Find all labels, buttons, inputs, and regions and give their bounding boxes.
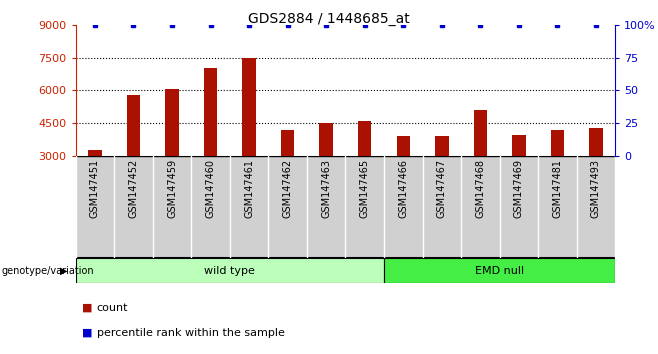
Bar: [242, 57, 256, 156]
Bar: [76, 258, 384, 283]
Text: GSM147468: GSM147468: [475, 159, 486, 218]
Bar: [551, 130, 564, 156]
Bar: [589, 129, 603, 156]
Text: GSM147452: GSM147452: [128, 159, 138, 218]
Text: genotype/variation: genotype/variation: [1, 266, 94, 276]
Bar: [474, 110, 487, 156]
Bar: [435, 136, 449, 156]
Text: wild type: wild type: [205, 266, 255, 276]
Text: EMD null: EMD null: [475, 266, 524, 276]
Text: ■: ■: [82, 303, 93, 313]
Text: percentile rank within the sample: percentile rank within the sample: [97, 328, 285, 338]
Text: GSM147469: GSM147469: [514, 159, 524, 218]
Bar: [384, 258, 615, 283]
Text: GSM147451: GSM147451: [90, 159, 100, 218]
Text: GSM147465: GSM147465: [360, 159, 370, 218]
Text: GDS2884 / 1448685_at: GDS2884 / 1448685_at: [248, 12, 410, 27]
Text: GSM147493: GSM147493: [591, 159, 601, 218]
Text: count: count: [97, 303, 128, 313]
Bar: [165, 89, 179, 156]
Text: GSM147459: GSM147459: [167, 159, 177, 218]
Text: ▶: ▶: [61, 266, 68, 276]
Bar: [319, 123, 333, 156]
Bar: [88, 150, 102, 156]
Bar: [358, 121, 372, 156]
Text: ■: ■: [82, 328, 93, 338]
Bar: [204, 68, 217, 156]
Text: GSM147460: GSM147460: [205, 159, 216, 218]
Bar: [127, 95, 140, 156]
Bar: [281, 130, 294, 156]
Bar: [397, 136, 410, 156]
Text: GSM147463: GSM147463: [321, 159, 331, 218]
Text: GSM147461: GSM147461: [244, 159, 254, 218]
Text: GSM147462: GSM147462: [283, 159, 293, 218]
Text: GSM147466: GSM147466: [398, 159, 408, 218]
Text: GSM147481: GSM147481: [553, 159, 563, 218]
Text: GSM147467: GSM147467: [437, 159, 447, 218]
Bar: [512, 135, 526, 156]
